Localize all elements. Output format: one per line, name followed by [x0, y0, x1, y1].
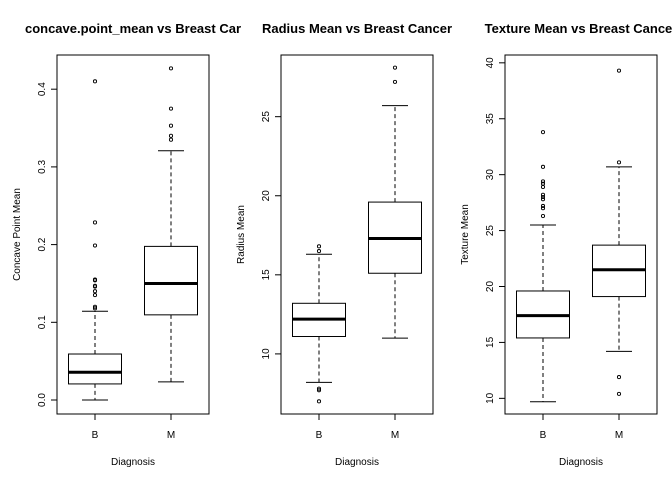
- y-tick-label: 10: [261, 348, 272, 360]
- outlier-point: [540, 203, 546, 209]
- outlier-point: [540, 184, 546, 190]
- outlier-point: [316, 386, 322, 391]
- outlier-point: [316, 399, 322, 404]
- plot-frame: [56, 54, 210, 415]
- outlier-point: [92, 293, 98, 298]
- y-tick-label: 0.0: [37, 393, 48, 407]
- outlier-point: [92, 278, 98, 283]
- y-tick-label: 35: [485, 113, 496, 125]
- chart-title: Texture Mean vs Breast Cancer: [485, 21, 672, 36]
- chart-title: Radius Mean vs Breast Cancer: [262, 21, 452, 36]
- outlier-point: [168, 133, 174, 138]
- y-tick-label: 0.2: [37, 237, 48, 251]
- outlier-point: [92, 79, 98, 84]
- outlier-point: [616, 391, 622, 396]
- outlier-point: [168, 66, 174, 71]
- box-B: [516, 130, 570, 403]
- outlier-point: [92, 220, 98, 225]
- outlier-point: [92, 289, 98, 294]
- outlier-point: [92, 243, 98, 248]
- outlier-point: [616, 68, 622, 73]
- y-tick-label: 20: [261, 190, 272, 202]
- outlier-point: [540, 181, 546, 186]
- y-tick-label: 15: [261, 269, 272, 281]
- chart-title: concave.point_mean vs Breast Car: [25, 21, 241, 36]
- y-tick-label: 0.4: [37, 82, 48, 96]
- outlier-point: [92, 306, 98, 311]
- x-tick-label: M: [167, 430, 175, 441]
- y-tick-label: 0.3: [37, 160, 48, 174]
- outlier-point: [540, 179, 546, 184]
- outlier-point: [316, 388, 322, 393]
- outlier-point: [540, 192, 546, 197]
- outlier-point: [540, 213, 546, 219]
- outlier-point: [392, 65, 398, 70]
- box-M: [144, 66, 198, 383]
- box-M: [368, 65, 422, 339]
- y-tick-label: 20: [485, 281, 496, 293]
- y-tick-label: 0.1: [37, 315, 48, 329]
- chart-panel-3: Texture Mean vs Breast Cancer 10 15 20 25 30 3…: [460, 21, 672, 468]
- outlier-point: [540, 197, 546, 202]
- y-tick-label: 25: [261, 111, 272, 123]
- x-tick-label: B: [316, 430, 323, 441]
- outlier-point: [168, 123, 174, 128]
- plot-frame: [504, 54, 658, 415]
- x-axis-label: Diagnosis: [335, 457, 379, 468]
- outlier-point: [540, 194, 546, 200]
- y-axis-label: Texture Mean: [460, 204, 471, 265]
- outlier-point: [316, 249, 322, 254]
- y-tick-label: 10: [485, 392, 496, 404]
- box-M: [592, 68, 646, 396]
- chart-panel-2: Radius Mean vs Breast Cancer 10 15 20 25 Radi…: [236, 21, 452, 468]
- outlier-point: [392, 79, 398, 84]
- y-axis-label: Concave Point Mean: [12, 188, 23, 281]
- outlier-point: [540, 206, 546, 211]
- outlier-point: [540, 164, 546, 169]
- box-B: [292, 244, 346, 404]
- x-axis-label: Diagnosis: [559, 457, 603, 468]
- x-tick-label: B: [92, 430, 99, 441]
- y-tick-label: 25: [485, 225, 496, 237]
- plot-frame: [280, 54, 434, 415]
- x-tick-label: M: [391, 430, 399, 441]
- outlier-point: [92, 284, 98, 289]
- outlier-point: [168, 106, 174, 111]
- outlier-point: [616, 160, 622, 165]
- x-tick-label: B: [540, 430, 547, 441]
- outlier-point: [540, 130, 546, 135]
- x-tick-label: M: [615, 430, 623, 441]
- y-tick-label: 40: [485, 57, 496, 69]
- x-axis-label: Diagnosis: [111, 457, 155, 468]
- outlier-point: [92, 304, 98, 309]
- outlier-point: [316, 244, 322, 249]
- box-iqr: [144, 245, 198, 316]
- outlier-point: [616, 375, 622, 380]
- box-iqr: [68, 353, 122, 385]
- outlier-point: [168, 137, 174, 142]
- box-B: [68, 79, 122, 401]
- y-tick-label: 15: [485, 336, 496, 348]
- y-tick-label: 30: [485, 169, 496, 181]
- y-axis-label: Radius Mean: [236, 205, 247, 264]
- chart-panel-1: concave.point_mean vs Breast Car 0.0 0.1 0.…: [12, 21, 241, 468]
